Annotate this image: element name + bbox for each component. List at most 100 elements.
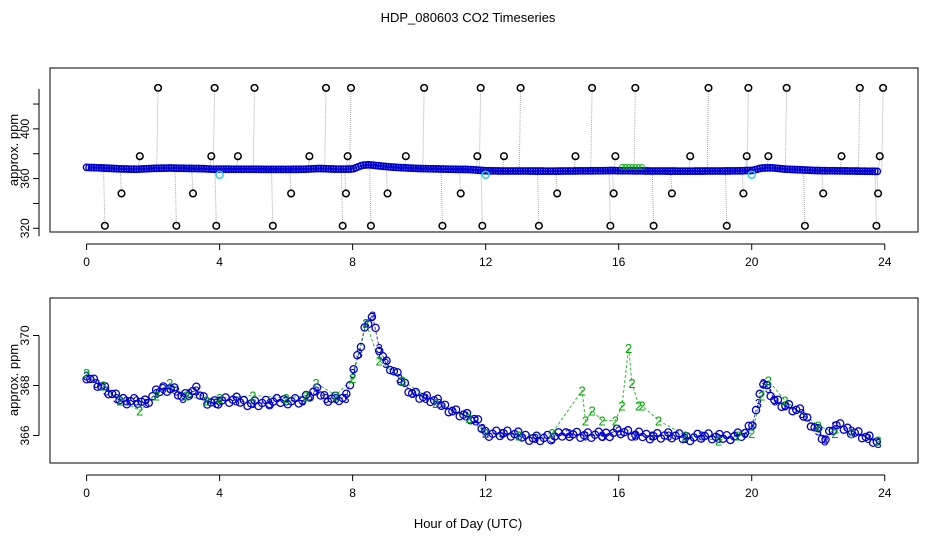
top-y-tick-label: 320 [18,218,32,238]
top-baseline-point [177,164,186,173]
top-baseline-point [611,166,620,175]
top-baseline-point [87,163,96,172]
top-spike-point [305,152,314,161]
top-baseline-point [511,167,520,175]
top-baseline-point [606,166,615,175]
top-baseline-point [723,167,732,175]
bottom-series-2-label: 2 [598,414,605,429]
top-spike-point [800,221,809,230]
top-baseline-point [796,165,804,174]
top-spike-point [722,221,731,230]
bottom-series-3-label: 3 [598,429,605,444]
top-baseline-point [237,165,246,174]
top-baseline-point [539,167,547,175]
top-spike-connector [191,168,194,194]
top-spike-point [420,83,429,92]
bottom-series-2-label: 2 [362,316,369,331]
top-baseline-point [791,165,799,174]
top-spike-point [473,152,482,161]
bottom-series-3-label: 3 [216,394,223,409]
top-spike-point [154,83,163,92]
top-baseline-point [514,167,522,175]
top-baseline-point [683,167,692,176]
top-baseline-point [277,165,286,174]
top-baseline-point [681,167,690,176]
top-baseline-point [259,165,268,174]
bottom-series-3-label: 3 [615,424,622,439]
top-spike-point [135,152,144,161]
top-baseline-point [446,165,455,174]
bottom-series-3-point [854,427,863,436]
top-baseline-point [551,167,560,175]
top-baseline-point [561,167,570,175]
top-spike-connector [784,87,788,170]
top-baseline-point [671,167,680,175]
top-spike-point [287,189,296,198]
top-baseline-point [289,165,298,174]
top-x-tick-label: 0 [83,255,90,269]
top-baseline-point [608,166,617,175]
bottom-series-3-point [367,312,377,322]
top-spike-point [321,83,331,92]
top-baseline-point [738,166,747,175]
top-spike-connector [518,87,522,172]
bottom-series-3-label: 3 [765,381,772,396]
top-spike-point [744,83,753,92]
top-baseline-point [332,165,340,174]
bottom-series-3-label: 3 [715,431,722,446]
bottom-series-2-label: 2 [203,394,210,409]
top-spike-connector [324,87,327,169]
top-baseline-point [204,165,213,173]
top-baseline-point [651,167,660,175]
bottom-series-3-label: 3 [798,406,805,421]
top-baseline-point [172,164,181,173]
top-baseline-point [711,167,720,175]
top-baseline-point [643,167,652,175]
top-spike-point [210,83,219,92]
top-baseline-point [474,166,483,175]
top-y-axis-label: approx. ppm [6,114,21,186]
top-baseline-point [838,166,847,175]
top-baseline-point [164,164,173,172]
bottom-series-3-point [781,401,790,410]
top-spike-point [553,189,562,198]
top-baseline-point [214,165,223,174]
top-baseline-point [140,164,148,173]
top-cyan-point [747,170,756,180]
top-baseline-point [327,165,335,173]
bottom-y-tick-label: 368 [18,375,32,395]
top-baseline-point [860,167,869,176]
top-baseline-point [601,166,610,175]
top-baseline-point [798,166,807,174]
top-baseline-point [406,164,415,173]
top-baseline-point [783,165,792,174]
top-baseline-point [254,165,263,174]
top-baseline-point [274,165,283,174]
top-spike-point [534,221,543,230]
bottom-series-3-label: 3 [698,429,705,444]
top-spike-connector [608,170,611,226]
top-baseline-point [344,165,353,173]
bottom-series-2-label: 2 [153,389,160,404]
bottom-series-3-label: 3 [422,391,429,406]
top-baseline-point [439,165,448,173]
bottom-series-2-label: 2 [578,384,585,399]
bottom-series-3-label: 3 [815,424,822,439]
top-baseline-point [870,167,879,176]
top-baseline-point [638,167,647,175]
bottom-series-3-point [784,400,794,409]
top-baseline-point [416,164,425,173]
top-baseline-point [825,166,834,175]
top-baseline-point [339,165,348,174]
bottom-series-3-label: 3 [781,399,788,414]
top-baseline-point [676,167,685,176]
bottom-series-3-point [521,430,530,440]
top-baseline-point [461,165,470,174]
top-baseline-point [389,163,398,172]
bottom-series-3-label: 3 [472,414,479,429]
top-baseline-point [688,167,697,175]
bottom-series-2-label: 2 [302,389,309,404]
bottom-series-3-point [364,319,373,329]
top-baseline-point [661,167,670,175]
top-baseline-point [603,166,612,175]
